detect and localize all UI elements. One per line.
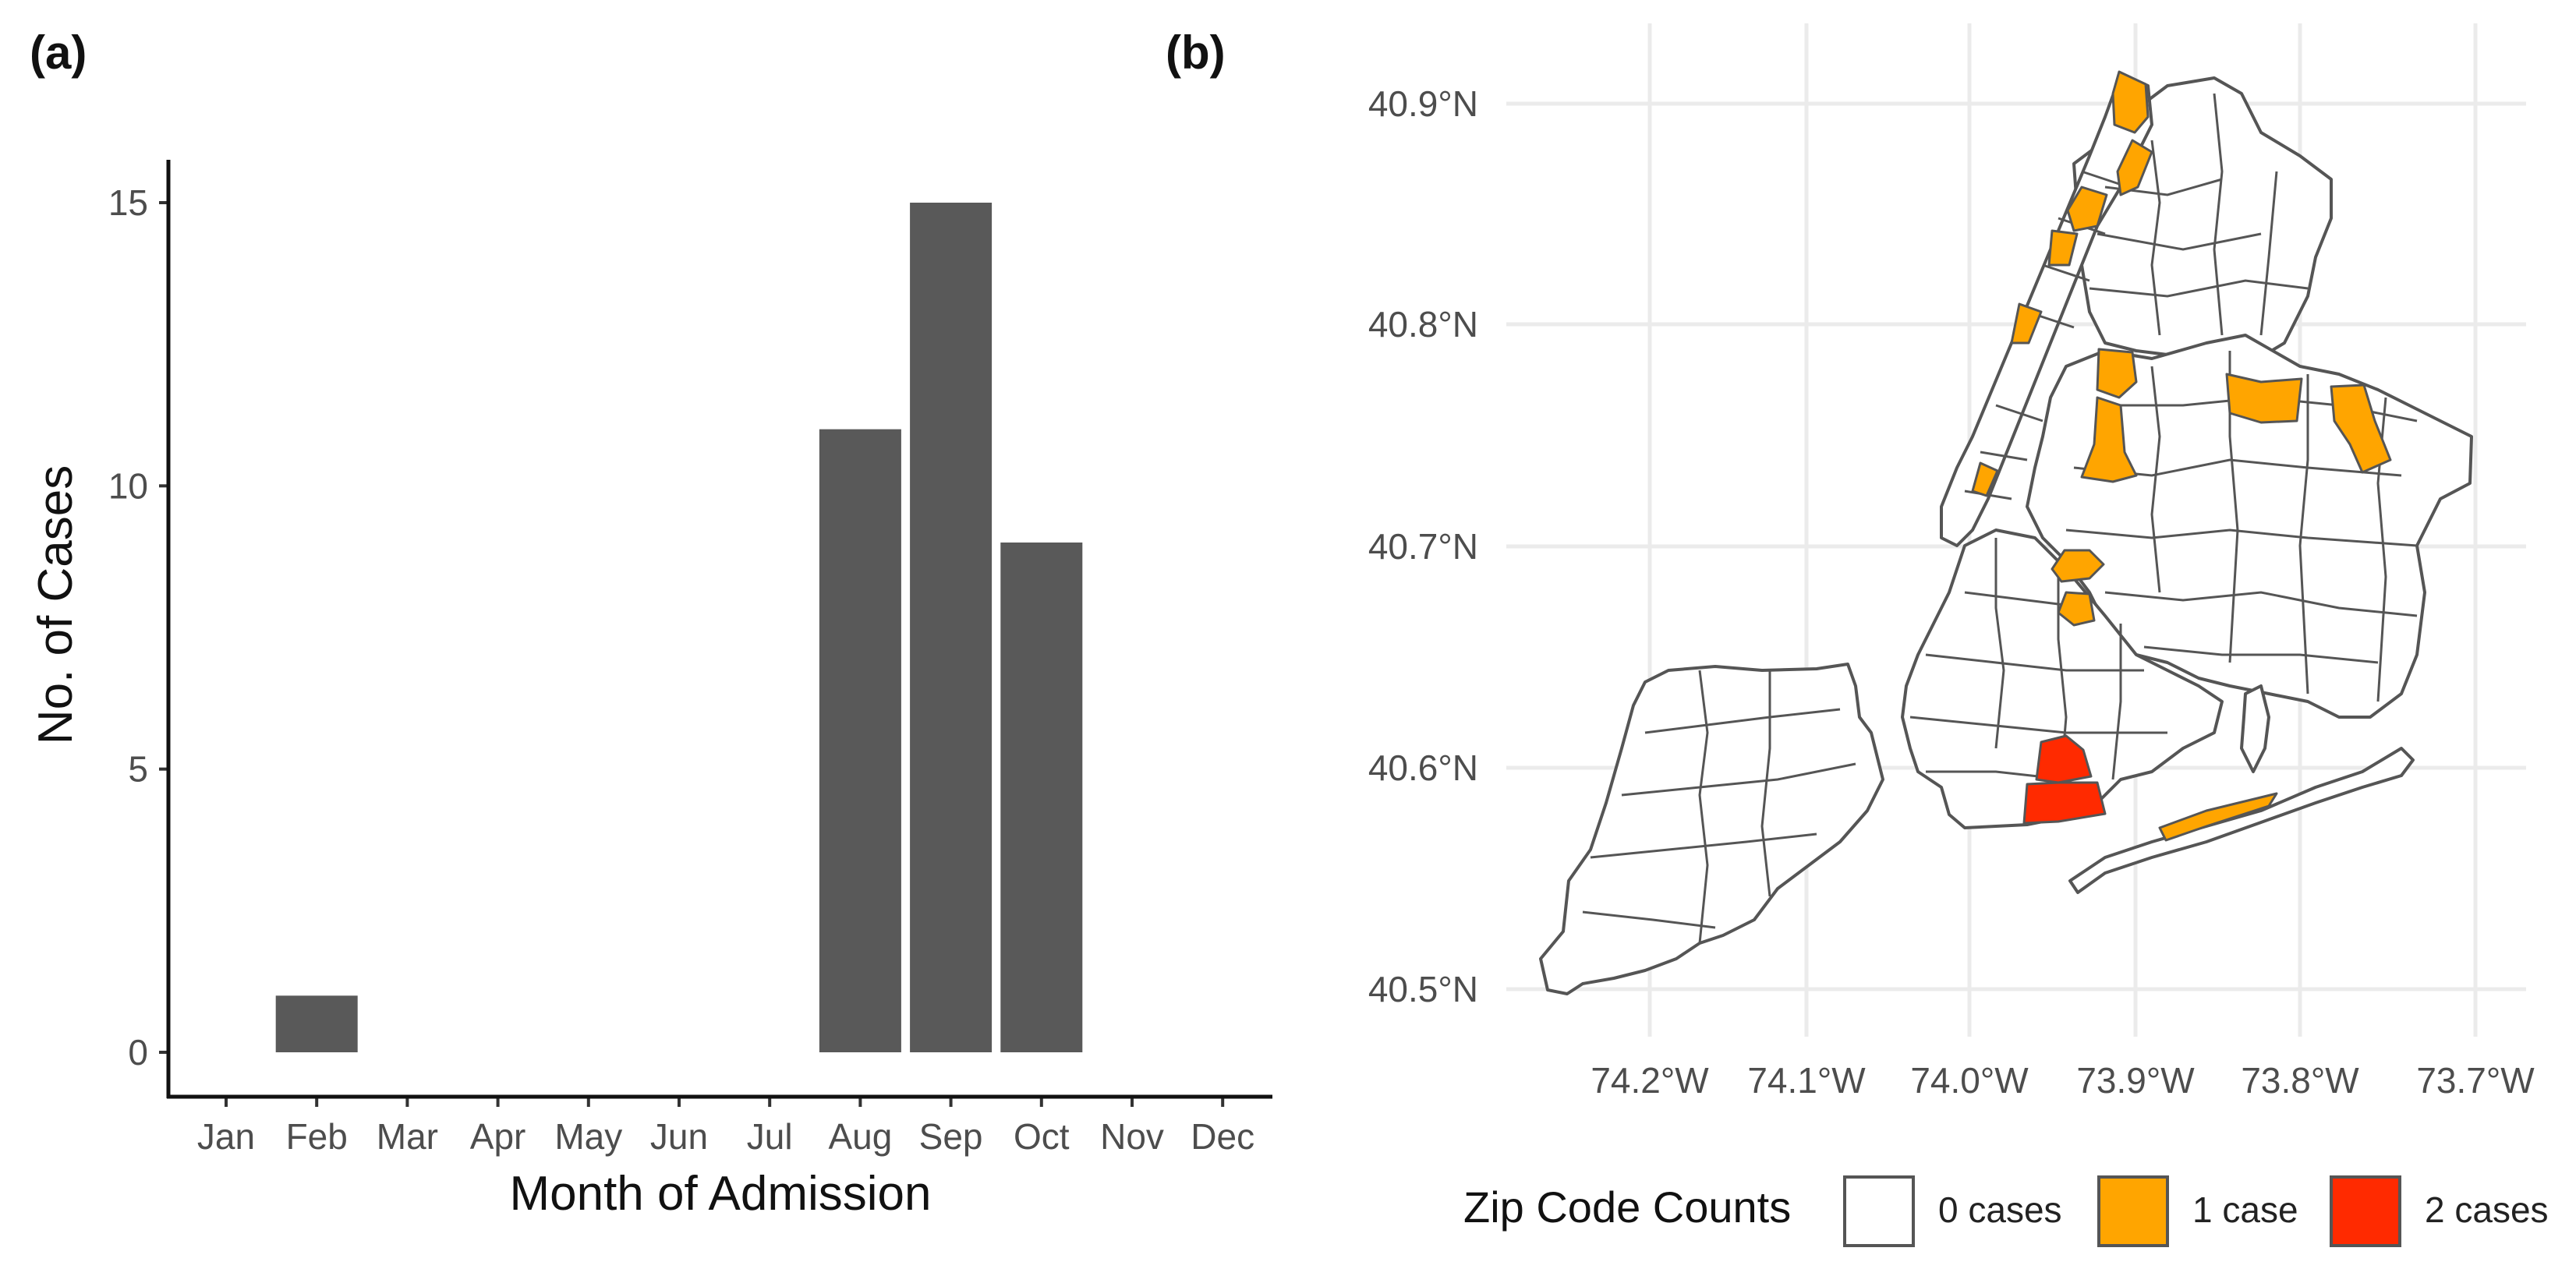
panel-b-label: (b)	[1166, 27, 1226, 79]
lat-tick-label: 40.5°N	[1368, 969, 1478, 1009]
x-tick-label: Sep	[919, 1116, 983, 1157]
x-tick-label: May	[554, 1116, 622, 1157]
y-tick-label: 5	[128, 749, 148, 790]
zip-2-cases	[2022, 781, 2107, 825]
lat-tick-label: 40.7°N	[1368, 526, 1478, 567]
legend-label-1-case: 1 case	[2192, 1189, 2298, 1230]
x-tick-label: Feb	[286, 1116, 348, 1157]
lat-tick-label: 40.8°N	[1368, 304, 1478, 345]
x-tick-label: Apr	[470, 1116, 526, 1157]
y-tick-label: 15	[108, 182, 148, 223]
x-tick-label: Nov	[1100, 1116, 1164, 1157]
zip-1-case	[2225, 373, 2303, 424]
zip-1-case	[2111, 70, 2150, 134]
x-tick-label: Dec	[1191, 1116, 1254, 1157]
x-tick-label: Oct	[1014, 1116, 1070, 1157]
x-axis-ticks: Jan Feb Mar Apr May Jun Jul Aug Sep Oct Nov Dec	[197, 1097, 1254, 1157]
lon-tick-label: 73.8°W	[2241, 1060, 2359, 1101]
x-tick-label: Jan	[197, 1116, 255, 1157]
bar-aug	[819, 429, 901, 1052]
lat-tick-label: 40.6°N	[1368, 748, 1478, 788]
jamaica-bay-island	[2240, 684, 2270, 773]
map-panel: (b) 40.9°N 40.8°N 40.7°N 40.6°N 40.5°N 7…	[1166, 23, 2549, 1247]
zip-1-case	[2066, 186, 2108, 232]
legend-swatch-1-case	[2097, 1175, 2169, 1247]
map-legend: Zip Code Counts 0 cases 1 case 2 cases	[1463, 1175, 2549, 1247]
lon-tick-label: 74.2°W	[1591, 1060, 1709, 1101]
x-tick-label: Jun	[650, 1116, 708, 1157]
staten-island-zip-lines	[1582, 670, 1856, 944]
zip-1-case	[2047, 229, 2079, 267]
y-axis-ticks: 0 5 10 15	[108, 182, 168, 1073]
bar-series	[275, 203, 1083, 1052]
x-tick-label: Aug	[828, 1116, 892, 1157]
zip-1-case	[1971, 461, 1999, 497]
legend-swatch-2-cases	[2330, 1175, 2401, 1247]
zip-2-cases	[2035, 734, 2093, 784]
x-axis-title: Month of Admission	[509, 1167, 931, 1221]
y-tick-label: 0	[128, 1032, 148, 1073]
highlighted-zips	[1971, 70, 2392, 842]
lat-tick-label: 40.9°N	[1368, 83, 1478, 124]
zip-1-case	[2116, 139, 2153, 196]
zip-1-case	[2010, 302, 2043, 345]
x-tick-label: Mar	[377, 1116, 438, 1157]
bronx-zip-lines	[2089, 93, 2309, 336]
zip-1-case	[2080, 396, 2138, 483]
y-axis-title: No. of Cases	[29, 465, 83, 744]
lon-tick-label: 73.7°W	[2416, 1060, 2535, 1101]
legend-label-2-cases: 2 cases	[2425, 1189, 2549, 1230]
lon-tick-label: 74.0°W	[1910, 1060, 2029, 1101]
lon-tick-label: 73.9°W	[2076, 1060, 2195, 1101]
legend-label-0-cases: 0 cases	[1938, 1189, 2062, 1230]
zip-1-case	[2051, 549, 2105, 583]
bar-feb	[275, 995, 358, 1052]
legend-title: Zip Code Counts	[1463, 1182, 1791, 1232]
brooklyn-zip-lines	[1909, 538, 2167, 811]
y-tick-label: 10	[108, 465, 148, 506]
legend-swatch-0-cases	[1843, 1175, 1915, 1247]
lon-tick-label: 74.1°W	[1747, 1060, 1866, 1101]
zip-1-case	[2096, 348, 2138, 399]
zip-1-case	[2330, 384, 2392, 474]
bar-oct	[1000, 543, 1083, 1052]
zip-1-case	[2158, 792, 2278, 842]
panel-a-label: (a)	[30, 27, 87, 79]
zip-boundaries	[1582, 93, 2418, 944]
x-tick-label: Jul	[747, 1116, 793, 1157]
bar-chart-panel: (a) 0 5 10 15 Jan Feb Mar Apr May Jun Jul Aug Sep Oc…	[29, 27, 1272, 1221]
borough-outlines	[1539, 72, 2473, 995]
staten-island	[1539, 663, 1884, 995]
zip-1-case	[2057, 591, 2096, 627]
bar-sep	[910, 203, 993, 1052]
